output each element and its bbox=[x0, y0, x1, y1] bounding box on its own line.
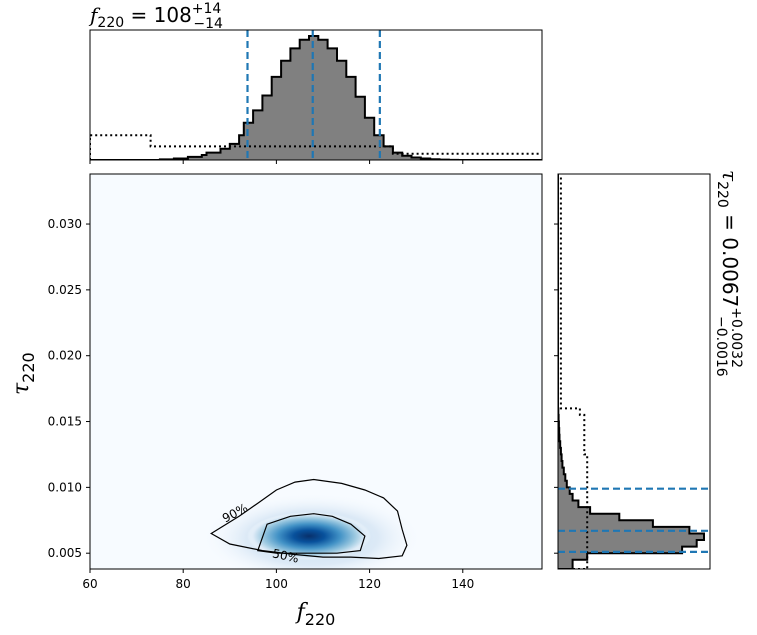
y-tick-label: 0.020 bbox=[48, 349, 82, 363]
right-panel-frame bbox=[557, 173, 711, 570]
top-marginal-panel: f220 = 108+14 −14 bbox=[88, 1, 543, 164]
right-prior-outline bbox=[558, 174, 589, 569]
top-title: f220 = 108+14 −14 bbox=[88, 1, 223, 32]
y-tick-label: 0.030 bbox=[48, 217, 82, 231]
x-tick-label: 80 bbox=[176, 577, 191, 591]
top-posterior-outline bbox=[90, 35, 542, 160]
y-tick-label: 0.005 bbox=[48, 546, 82, 560]
x-tick-label: 120 bbox=[358, 577, 381, 591]
right-title: τ220 = 0.0067+0.0032−0.0016 bbox=[713, 170, 744, 377]
joint-density-panel: 90%50% 60 80 100 120 1400.0050.0100.0150.020… bbox=[9, 173, 543, 629]
contour-label-50: 50% bbox=[271, 546, 300, 565]
top-panel-frame bbox=[89, 29, 543, 161]
y-tick-label: 0.015 bbox=[48, 415, 82, 429]
x-tick-label: 100 bbox=[265, 577, 288, 591]
joint-panel-frame bbox=[89, 173, 543, 570]
y-tick-label: 0.025 bbox=[48, 283, 82, 297]
right-marginal-panel: τ220 = 0.0067+0.0032−0.0016 bbox=[554, 170, 744, 570]
top-posterior-fill bbox=[90, 36, 542, 160]
density-core bbox=[247, 512, 372, 561]
y-axis-label: τ220 bbox=[9, 352, 38, 395]
contour-50pct bbox=[256, 513, 366, 554]
right-posterior-fill bbox=[558, 174, 704, 569]
x-tick-label: 140 bbox=[451, 577, 474, 591]
contour-90pct bbox=[210, 478, 408, 560]
x-axis-label: f220 bbox=[295, 600, 336, 629]
right-posterior-outline bbox=[558, 174, 705, 569]
x-tick-label: 60 bbox=[82, 577, 97, 591]
top-prior-outline bbox=[90, 134, 542, 160]
y-tick-label: 0.010 bbox=[48, 480, 82, 494]
